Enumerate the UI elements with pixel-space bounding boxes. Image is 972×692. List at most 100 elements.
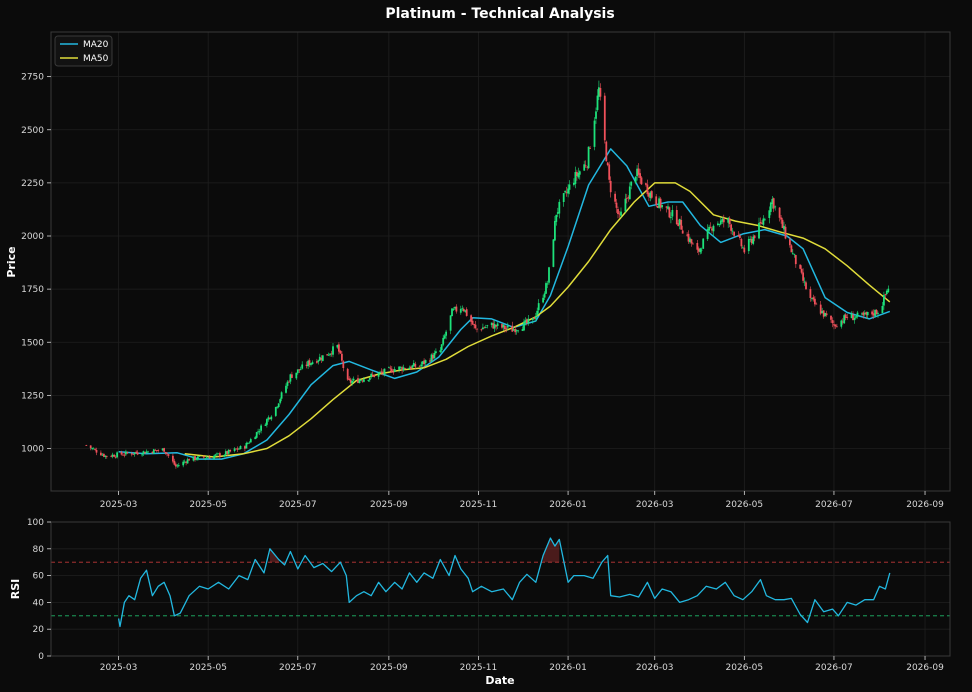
candle-body — [277, 403, 280, 407]
candle-body — [790, 245, 793, 253]
candle-body — [377, 373, 380, 377]
candle-body — [120, 451, 123, 455]
candle-body — [783, 225, 785, 230]
candle-body — [433, 353, 436, 359]
candle-body — [496, 323, 499, 326]
candle-body — [552, 239, 555, 267]
candle-body — [361, 380, 364, 382]
candle-body — [205, 457, 208, 459]
candle-body — [327, 354, 330, 356]
candle-body — [182, 461, 185, 466]
candle-body — [388, 367, 390, 369]
candle-body — [307, 360, 309, 367]
candle-body — [872, 313, 875, 316]
candle-body — [402, 367, 405, 371]
candle-body — [739, 235, 741, 238]
candle-body — [195, 459, 198, 461]
candle-body — [423, 360, 425, 365]
candle-body — [188, 459, 190, 461]
candle-body — [404, 368, 406, 369]
candle-body — [248, 442, 251, 444]
candle-body — [617, 209, 619, 214]
candle-body — [449, 315, 452, 331]
candle-body — [484, 327, 487, 328]
candle-body — [288, 381, 290, 383]
candle-body — [373, 374, 376, 377]
price-x-tick-label: 2026-07 — [815, 500, 853, 510]
rsi-x-tick-label: 2025-09 — [370, 663, 408, 673]
candle-body — [192, 456, 195, 461]
candle-body — [430, 354, 433, 362]
price-x-tick-label: 2025-03 — [100, 500, 138, 510]
candle-body — [100, 452, 102, 456]
candle-body — [814, 298, 816, 305]
candle-body — [700, 249, 703, 251]
candle-body — [836, 326, 838, 328]
candle-body — [505, 328, 508, 330]
candle-body — [606, 162, 609, 165]
rsi-y-tick-label: 40 — [33, 598, 45, 608]
rsi-x-tick-label: 2025-11 — [460, 663, 498, 673]
candle-body — [645, 183, 647, 185]
candle-body — [661, 205, 663, 208]
candle-body — [618, 213, 621, 215]
candle-body — [348, 378, 351, 380]
candle-body — [226, 451, 229, 454]
chart-title: Platinum - Technical Analysis — [385, 6, 614, 22]
candle-body — [390, 368, 393, 373]
candle-body — [223, 454, 226, 457]
candle-body — [202, 456, 205, 458]
price-panel: 1000 1250 1500 1750 2000 2250 2500 2750 2025-03… — [5, 31, 951, 510]
candle-body — [524, 320, 527, 322]
candle-body — [420, 364, 423, 367]
candle-body — [296, 369, 299, 374]
candle-body — [185, 461, 187, 463]
candle-body — [399, 366, 402, 368]
candle-body — [113, 455, 116, 457]
candle-body — [367, 380, 370, 381]
candle-body — [887, 288, 890, 293]
candle-body — [531, 318, 534, 320]
ma-line-ma50 — [184, 182, 891, 458]
candle-body — [266, 419, 268, 425]
candle-body — [358, 379, 361, 383]
candle-body — [383, 368, 386, 375]
candle-body — [863, 313, 866, 315]
candle-body — [330, 353, 333, 355]
candle-body — [132, 453, 135, 455]
candle-body — [639, 173, 641, 178]
candle-body — [238, 448, 240, 450]
candle-body — [731, 230, 734, 232]
candle-body — [85, 445, 88, 446]
candle-body — [332, 346, 334, 355]
candle-body — [363, 379, 365, 382]
candle-body — [521, 329, 524, 331]
rsi-x-tick-label: 2026-05 — [726, 663, 764, 673]
candle-body — [781, 219, 784, 228]
candle-body — [650, 191, 653, 198]
candle-body — [634, 176, 637, 183]
candle-body — [136, 452, 139, 455]
price-x-tick-label: 2025-07 — [279, 500, 317, 510]
candle-body — [274, 407, 277, 416]
candle-body — [219, 453, 221, 457]
candle-body — [706, 229, 709, 240]
candle-body — [762, 218, 765, 225]
candle-body — [442, 337, 445, 345]
candle-body — [512, 329, 515, 331]
candle-body — [640, 177, 643, 185]
candle-body — [659, 198, 662, 208]
candle-body — [743, 247, 746, 253]
candle-body — [371, 374, 374, 376]
rsi-x-tick-label: 2026-03 — [636, 663, 674, 673]
candle-body — [370, 373, 373, 377]
candle-body — [543, 293, 546, 298]
candle-body — [861, 313, 863, 315]
candle-body — [235, 448, 237, 450]
candle-body — [844, 314, 847, 318]
candle-body — [534, 316, 537, 319]
candle-body — [474, 324, 477, 329]
candle-body — [176, 465, 179, 467]
candle-body — [198, 456, 201, 457]
